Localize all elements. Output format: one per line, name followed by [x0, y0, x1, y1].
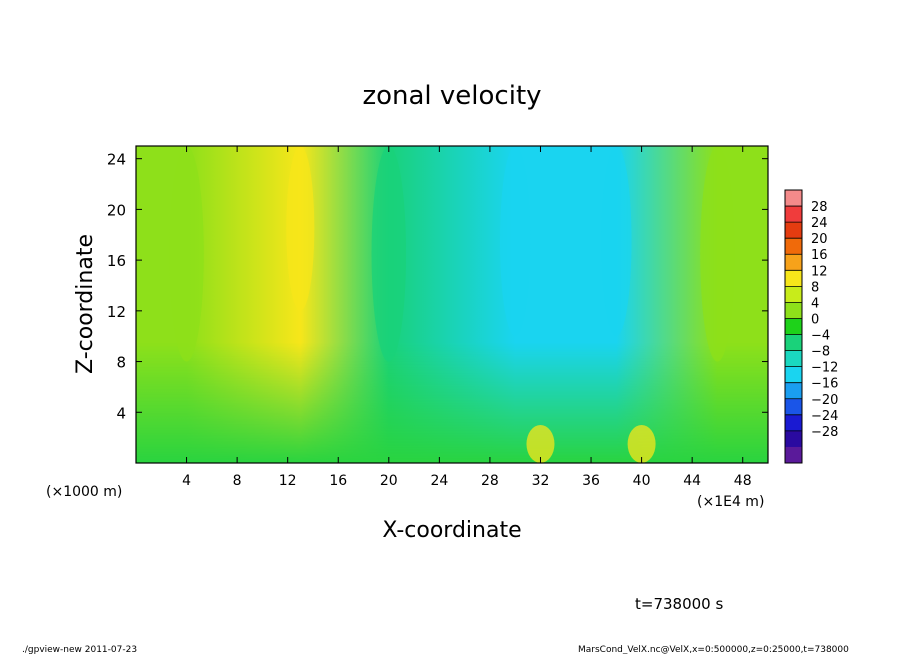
colorbar-label: 24 [811, 216, 828, 231]
colorbar-label: 4 [811, 296, 819, 311]
colorbar-swatch [785, 414, 802, 432]
colorbar-swatch [785, 238, 802, 255]
x-tick-label: 12 [279, 473, 297, 489]
heatmap-upper-band [136, 146, 768, 463]
colorbar-swatch [785, 302, 802, 319]
plot-frame [135, 145, 769, 464]
field-feature [169, 146, 204, 362]
colorbar-label: 16 [811, 248, 828, 263]
y-tick-label: 12 [107, 303, 126, 321]
colorbar-label: 0 [811, 312, 819, 327]
y-tick-label: 16 [107, 252, 126, 270]
x-tick-label: 44 [683, 473, 701, 489]
colorbar-swatch [785, 382, 802, 400]
colorbar-swatch [785, 398, 802, 416]
x-axis-label: X-coordinate [382, 518, 521, 543]
x-tick-label: 40 [633, 473, 651, 489]
colorbar-swatch [785, 318, 802, 335]
colorbar-label: −16 [811, 377, 838, 392]
colorbar-label: 8 [811, 280, 819, 295]
colorbar-swatch [785, 350, 802, 367]
x-tick-label: 32 [532, 473, 550, 489]
field-feature [526, 424, 555, 463]
x-tick-label: 8 [233, 473, 242, 489]
chart-title: zonal velocity [362, 81, 541, 111]
footer-right: MarsCond_VelX.nc@VelX,x=0:500000,z=0:250… [578, 645, 849, 654]
y-tick-label: 8 [116, 354, 126, 372]
field-feature [286, 146, 315, 311]
colorbar-label: 20 [811, 232, 828, 247]
colorbar-label: 28 [811, 200, 828, 215]
footer-left: ./gpview-new 2011-07-23 [22, 645, 137, 654]
x-tick-label: 28 [481, 473, 499, 489]
colorbar-swatch [785, 222, 802, 239]
y-tick-label: 24 [107, 151, 126, 169]
heatmap-area [136, 146, 768, 463]
colorbar-frame [784, 189, 803, 464]
field-feature [371, 146, 407, 362]
x-tick-label: 4 [182, 473, 191, 489]
colorbar-swatch [785, 190, 802, 207]
colorbar-label: −4 [811, 329, 830, 344]
field-feature [700, 146, 735, 362]
colorbar-swatch [785, 286, 802, 303]
heatmap-blobs [169, 146, 735, 463]
x-unit-label: (×1E4 m) [697, 494, 764, 510]
colorbar-swatch [785, 334, 802, 351]
x-tick-label: 20 [380, 473, 398, 489]
field-feature [601, 146, 632, 337]
y-axis: 4 8 12 16 20 24 [107, 151, 768, 422]
colorbar-swatch [785, 270, 802, 287]
time-annotation: t=738000 s [635, 595, 723, 613]
colorbar-label: −28 [811, 425, 838, 440]
colorbar-swatch [785, 366, 802, 384]
colorbar-label: 12 [811, 264, 828, 279]
field-feature [499, 146, 531, 337]
x-tick-label: 36 [582, 473, 600, 489]
colorbar-label: −12 [811, 361, 838, 376]
y-axis-label: Z-coordinate [73, 234, 98, 374]
field-feature [627, 424, 656, 463]
y-tick-label: 4 [116, 404, 126, 422]
colorbar-swatch [785, 206, 802, 223]
x-tick-label: 48 [734, 473, 752, 489]
y-tick-label: 20 [107, 201, 126, 219]
colorbar-label: −20 [811, 393, 838, 408]
colorbar-swatch [785, 254, 802, 271]
colorbar-label: −8 [811, 345, 830, 360]
x-axis: 4 8 12 16 20 24 28 32 36 40 44 48 [182, 146, 752, 489]
colorbar-swatch [785, 446, 802, 464]
colorbar-label: −24 [811, 409, 838, 424]
x-tick-label: 16 [329, 473, 347, 489]
x-tick-label: 24 [430, 473, 448, 489]
y-unit-label: (×1000 m) [46, 484, 122, 500]
colorbar-swatch [785, 430, 802, 448]
